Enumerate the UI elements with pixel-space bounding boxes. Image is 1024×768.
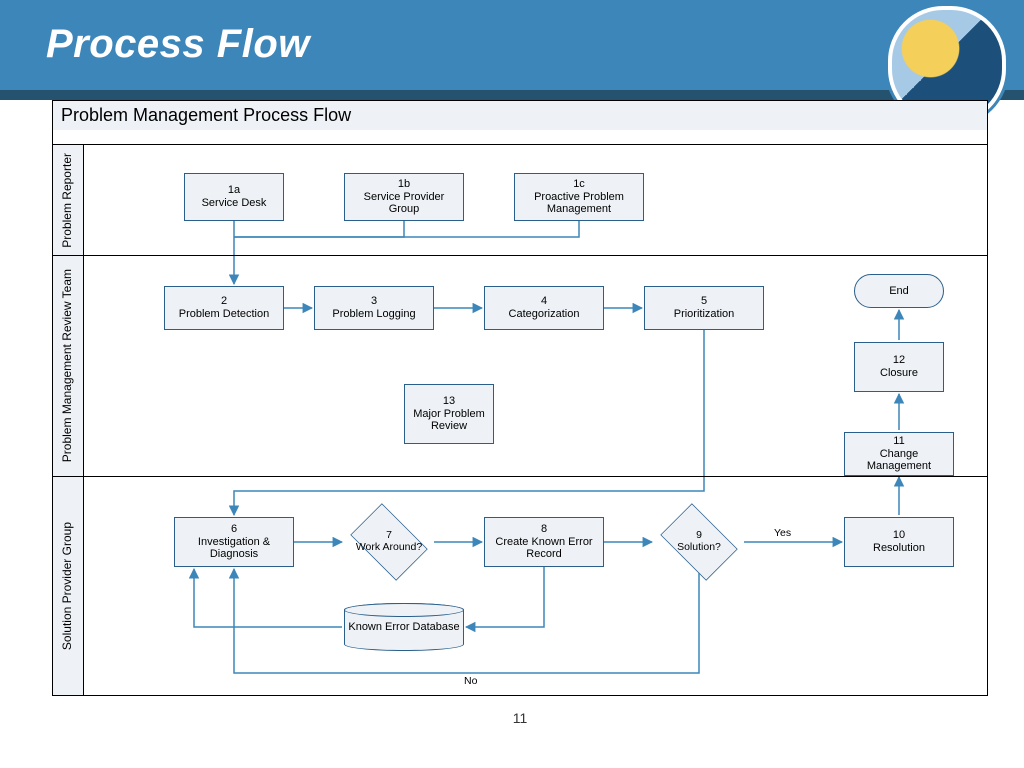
node-6: 6 Investigation & Diagnosis bbox=[174, 517, 294, 567]
node-3: 3 Problem Logging bbox=[314, 286, 434, 330]
node-end: End bbox=[854, 274, 944, 308]
edge-label-yes: Yes bbox=[774, 527, 791, 539]
edge-label-no: No bbox=[464, 675, 477, 687]
page-number: 11 bbox=[52, 710, 988, 726]
node-10: 10 Resolution bbox=[844, 517, 954, 567]
node-1a: 1a Service Desk bbox=[184, 173, 284, 221]
node-12: 12 Closure bbox=[854, 342, 944, 392]
node-1b: 1b Service Provider Group bbox=[344, 173, 464, 221]
lane-label-review: Problem Management Review Team bbox=[53, 256, 84, 476]
lane-label-solution: Solution Provider Group bbox=[53, 477, 84, 695]
node-7: 7 Work Around? bbox=[344, 511, 434, 573]
diagram-title-spacer bbox=[52, 130, 988, 145]
lane-solution: Solution Provider Group bbox=[53, 476, 987, 695]
node-13: 13 Major Problem Review bbox=[404, 384, 494, 444]
node-8: 8 Create Known Error Record bbox=[484, 517, 604, 567]
node-5: 5 Prioritization bbox=[644, 286, 764, 330]
lane-body-solution: 6 Investigation & Diagnosis 7 Work Aroun… bbox=[84, 477, 987, 695]
slide-title: Process Flow bbox=[0, 0, 1024, 67]
lane-body-reporter: 1a Service Desk 1b Service Provider Grou… bbox=[84, 145, 987, 255]
lane-label-reporter: Problem Reporter bbox=[53, 145, 84, 255]
node-4: 4 Categorization bbox=[484, 286, 604, 330]
slide-header: Process Flow bbox=[0, 0, 1024, 100]
diagram-title: Problem Management Process Flow bbox=[52, 100, 988, 130]
lane-reporter: Problem Reporter 1a bbox=[53, 145, 987, 255]
node-1c: 1c Proactive Problem Management bbox=[514, 173, 644, 221]
slide-body: Problem Management Process Flow Problem … bbox=[52, 100, 988, 728]
lane-review: Problem Management Review Team bbox=[53, 255, 987, 476]
node-2: 2 Problem Detection bbox=[164, 286, 284, 330]
node-11: 11 Change Management bbox=[844, 432, 954, 476]
node-9: 9 Solution? bbox=[654, 511, 744, 573]
swimlanes: Problem Reporter 1a bbox=[52, 145, 988, 696]
node-db: Known Error Database bbox=[344, 603, 464, 651]
edges-solution bbox=[84, 477, 988, 695]
lane-body-review: 2 Problem Detection 3 Problem Logging 4 … bbox=[84, 256, 987, 476]
